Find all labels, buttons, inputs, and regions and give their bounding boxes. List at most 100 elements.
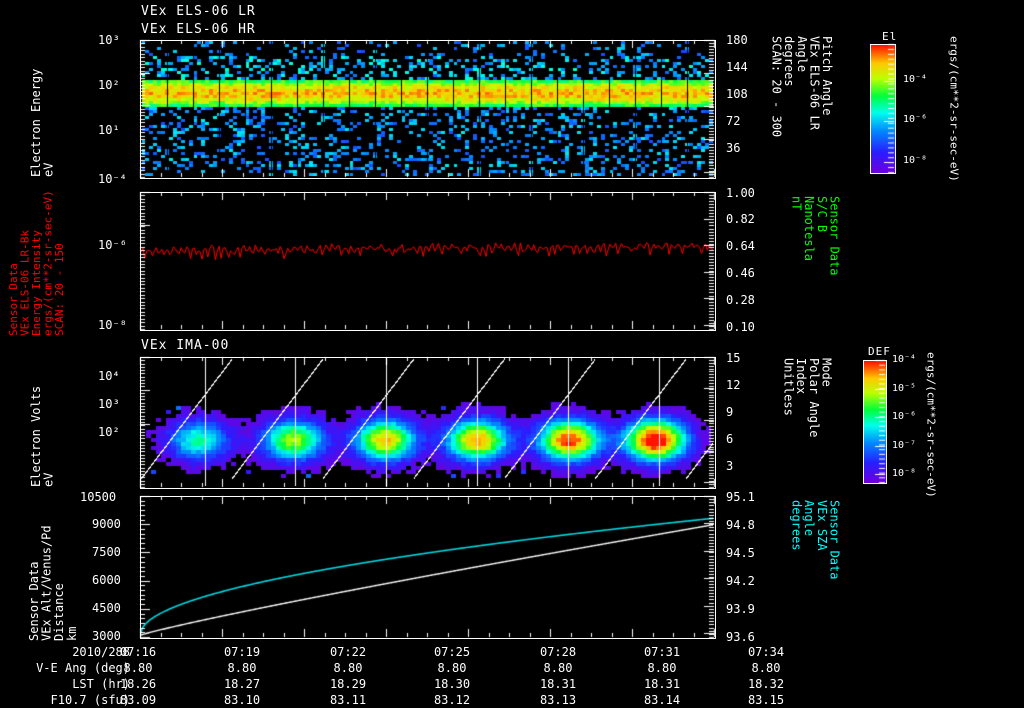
- panel1-right-axis-label: Pitch Angle VEx ELS-06 LR Angle degrees …: [769, 36, 834, 181]
- panel1-y2tick-2: 108: [726, 87, 748, 101]
- p2r-l1: Sensor Data: [827, 196, 842, 276]
- time-table-cell: 8.80: [333, 661, 363, 675]
- time-table-cell: 07:25: [433, 645, 471, 659]
- time-table: 2010/288 07:16 07:19 07:22 07:25 07:28 07:31 07…: [0, 645, 1024, 707]
- time-table-cell: 83.14: [643, 693, 681, 707]
- p4r-l1: Sensor Data: [827, 500, 842, 580]
- panel4-left-axis-label: Sensor Data VEx Alt/Venus/Pd Distance km: [27, 496, 79, 641]
- panel2-ytick-2: 10⁻⁸: [98, 318, 127, 332]
- p1r-l2: VEx ELS-06 LR: [807, 36, 822, 130]
- p1r-l5: SCAN: 20 - 300: [769, 36, 784, 138]
- panel1-title-hr: VEx ELS-06 HR: [141, 22, 256, 37]
- time-table-cell: 8.80: [543, 661, 573, 675]
- el-cbtick-1: 10⁻⁶: [903, 114, 928, 125]
- def-cbtick-1: 10⁻⁵: [892, 383, 917, 394]
- time-table-cell: 8.80: [227, 661, 257, 675]
- panel1-left-axis-label: Electron Energy eV: [29, 40, 56, 177]
- time-table-row-label: 2010/288: [72, 645, 130, 659]
- p3r-l1: Mode: [819, 358, 834, 387]
- panel3-left-axis-label: Electron Volts eV: [29, 357, 56, 487]
- panel2-ytick-1: 10⁻⁶: [98, 238, 127, 252]
- time-table-cell: 07:31: [643, 645, 681, 659]
- panel2-y2tick-5: 0.10: [726, 320, 755, 334]
- panel3-y2tick-1: 12: [726, 378, 741, 392]
- panel2-y2tick-3: 0.46: [726, 266, 755, 280]
- panel1-y2tick-4: 36: [726, 141, 741, 155]
- time-table-cell: 07:19: [223, 645, 261, 659]
- time-table-cell: 8.80: [751, 661, 781, 675]
- p2l-l5: SCAN: 20 - 150: [53, 243, 67, 336]
- time-table-cell: 83.13: [539, 693, 577, 707]
- panel2-right-axis-label: Sensor Data S/C B Nanotesla nT: [789, 196, 842, 328]
- panel4-ytick-2: 7500: [92, 545, 121, 559]
- def-cbtick-3: 10⁻⁷: [892, 440, 917, 451]
- panel1-y2tick-1: 144: [726, 60, 748, 74]
- panel2-y2tick-0: 1.00: [726, 186, 755, 200]
- time-table-cell: 18.31: [643, 677, 681, 691]
- panel2-y2tick-4: 0.28: [726, 293, 755, 307]
- panel-energy-intensity[interactable]: [140, 192, 716, 331]
- panel1-y2tick-0: 180: [726, 33, 748, 47]
- time-table-cell: 8.80: [437, 661, 467, 675]
- panel4-y2tick-2: 94.5: [726, 546, 755, 560]
- panel-ima-spectrogram[interactable]: [140, 357, 716, 489]
- time-table-row-label: F10.7 (sfu): [50, 693, 130, 707]
- time-table-cell: 18.26: [119, 677, 157, 691]
- time-table-cell: 83.11: [329, 693, 367, 707]
- panel4-ytick-4: 4500: [92, 601, 121, 615]
- panel3-y2tick-0: 15: [726, 351, 741, 365]
- time-table-cell: 83.15: [747, 693, 785, 707]
- panel3-title: VEx IMA-00: [141, 338, 230, 353]
- time-table-cell: 18.32: [747, 677, 785, 691]
- time-table-row-label: LST (hr): [72, 677, 130, 691]
- time-table-cell: 07:34: [747, 645, 785, 659]
- time-table-cell: 07:16: [119, 645, 157, 659]
- panel4-ytick-5: 3000: [92, 629, 121, 643]
- time-table-cell: 18.27: [223, 677, 261, 691]
- panel1-left-axis-line1: Electron Energy: [29, 68, 43, 177]
- p3r-l2: Polar Angle: [806, 358, 821, 438]
- def-colorbar: [863, 360, 887, 484]
- time-table-cell: 18.29: [329, 677, 367, 691]
- time-table-cell: 83.10: [223, 693, 261, 707]
- panel4-y2tick-0: 95.1: [726, 490, 755, 504]
- panel3-y2tick-4: 3: [726, 459, 734, 473]
- p3l-l2: eV: [41, 472, 56, 487]
- def-cbtick-2: 10⁻⁶: [892, 411, 917, 422]
- panel4-y2tick-4: 93.9: [726, 602, 755, 616]
- time-table-cell: 07:28: [539, 645, 577, 659]
- panel3-y2tick-3: 6: [726, 432, 734, 446]
- panel4-right-axis-label: Sensor Data VEx SZA Angle degrees: [789, 500, 842, 638]
- el-cbtick-2: 10⁻⁸: [903, 155, 928, 166]
- panel4-y2tick-5: 93.6: [726, 630, 755, 644]
- panel2-y2tick-2: 0.64: [726, 239, 755, 253]
- panel2-ytick-0: 10⁻⁴: [98, 172, 127, 186]
- panel2-left-axis-label: Sensor Data VEx ELS-06 LR-Bk Energy Inte…: [7, 188, 67, 336]
- panel2-y2tick-1: 0.82: [726, 212, 755, 226]
- panel1-title-lr: VEx ELS-06 LR: [141, 4, 256, 19]
- p4r-l2: VEx SZA: [814, 500, 829, 551]
- panel3-right-axis-label: Mode Polar Angle Index Unitless: [781, 358, 834, 486]
- time-table-cell: 18.30: [433, 677, 471, 691]
- time-table-cell: 8.80: [647, 661, 677, 675]
- time-table-cell: 83.09: [119, 693, 157, 707]
- p4r-l4: degrees: [789, 500, 804, 551]
- p1r-l4: degrees: [782, 36, 797, 87]
- panel-altitude-sza[interactable]: [140, 496, 716, 639]
- def-cbtick-0: 10⁻⁴: [892, 354, 917, 365]
- time-table-cell: 07:22: [329, 645, 367, 659]
- el-colorbar-units: ergs/(cm**2-sr-sec-eV): [947, 36, 961, 182]
- panel1-ytick-2: 10¹: [98, 123, 120, 137]
- panel-els-spectrogram[interactable]: [140, 40, 716, 179]
- panel3-ytick-2: 10²: [98, 425, 120, 439]
- time-table-row-label: V-E Ang (deg): [36, 661, 130, 675]
- panel4-ytick-3: 6000: [92, 573, 121, 587]
- p2r-l3: Nanotesla: [802, 196, 817, 262]
- panel3-ytick-1: 10³: [98, 397, 120, 411]
- def-colorbar-title: DEF: [868, 345, 891, 358]
- panel4-y2tick-3: 94.2: [726, 574, 755, 588]
- p2r-l4: nT: [789, 196, 804, 211]
- panel3-y2tick-2: 9: [726, 405, 734, 419]
- p3r-l4: Unitless: [781, 358, 796, 416]
- time-table-cell: 83.12: [433, 693, 471, 707]
